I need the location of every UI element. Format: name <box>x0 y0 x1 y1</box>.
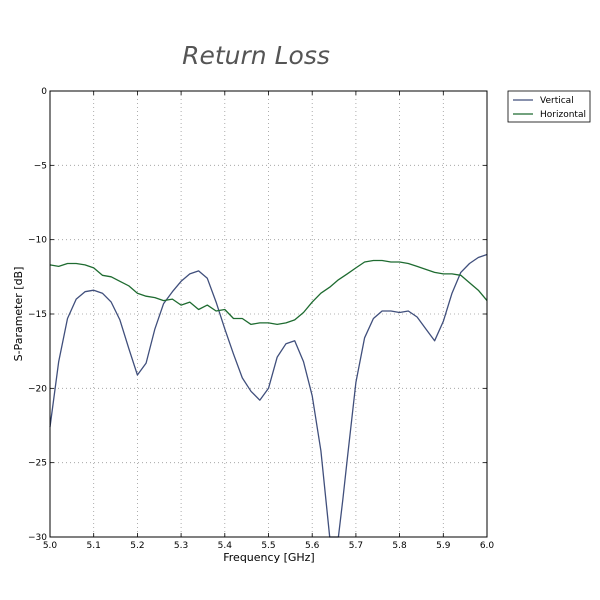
x-tick-label: 5.8 <box>392 541 407 551</box>
series-line-horizontal <box>49 259 488 326</box>
legend-label-horizontal: Horizontal <box>540 110 586 120</box>
x-tick-label: 5.6 <box>305 541 320 551</box>
x-tick-label: 5.5 <box>261 541 275 551</box>
axis-ticks: 5.0 5.1 5.2 5.3 5.4 5.5 5.6 5.7 5.8 5.9 6.0 0 −5 −10 −… <box>28 87 494 551</box>
legend-label-vertical: Vertical <box>540 96 574 106</box>
x-tick-label: 6.0 <box>480 541 495 551</box>
series-line-vertical <box>49 253 488 538</box>
legend: Vertical Horizontal <box>507 90 591 123</box>
legend-box <box>507 90 591 123</box>
grid <box>50 91 487 537</box>
x-tick-label: 5.1 <box>87 541 101 551</box>
y-tick-label: −25 <box>28 459 47 469</box>
x-tick-label: 5.9 <box>436 541 451 551</box>
y-tick-label: −30 <box>28 533 47 543</box>
chart-title: Return Loss <box>182 41 330 70</box>
y-tick-label: 0 <box>41 87 47 97</box>
x-tick-label: 5.4 <box>218 541 233 551</box>
x-tick-label: 5.3 <box>174 541 188 551</box>
x-tick-label: 5.7 <box>349 541 363 551</box>
y-tick-label: −20 <box>28 384 47 394</box>
x-tick-label: 5.0 <box>43 541 58 551</box>
x-axis-label: Frequency [GHz] <box>223 551 314 564</box>
y-tick-label: −15 <box>28 310 47 320</box>
y-axis-label: S-Parameter [dB] <box>12 267 25 362</box>
x-tick-label: 5.2 <box>130 541 144 551</box>
y-tick-label: −10 <box>28 236 47 246</box>
plot-series <box>49 253 488 538</box>
y-tick-label: −5 <box>34 161 47 171</box>
